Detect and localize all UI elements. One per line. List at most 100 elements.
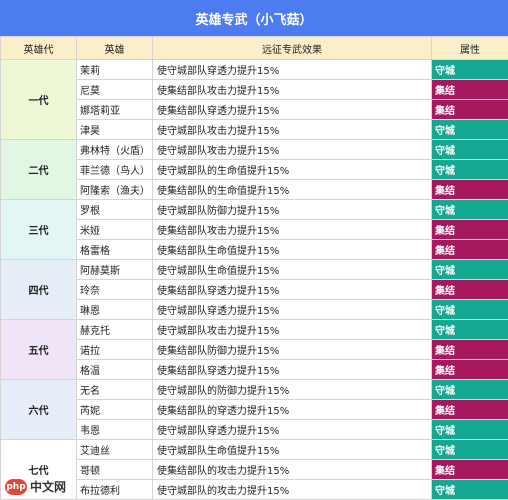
generation-cell: 六代 [0,379,77,440]
table-row: 格温 使集结部队穿透力提升15% 集结 [1,359,508,380]
attribute-cell: 守城 [431,139,508,160]
generation-cell: 五代 [0,319,77,380]
attribute-cell: 集结 [431,179,508,200]
attribute-cell: 守城 [431,439,508,460]
hero-name-cell: 米娅 [76,219,153,240]
effect-cell: 使集结部队的攻击力提升15% [152,459,432,480]
effect-cell: 使集结部队穿透力提升15% [152,359,432,380]
table-row: 格雷格 使集结部队生命值提升15% 集结 [1,239,508,260]
effect-cell: 使集结部队生命值提升15% [152,239,432,260]
effect-cell: 使守城部队穿透力提升15% [152,299,432,320]
table-row: 米娅 使集结部队攻击力提升15% 集结 [1,219,508,240]
table-body: 一代 茉莉 使守城部队穿透力提升15% 守城 尼莫 使集结部队攻击力提升15% 集结 娜塔莉亚… [0,59,508,500]
attribute-cell: 守城 [431,59,508,80]
hero-name-cell: 赫克托 [76,319,153,340]
attribute-cell: 集结 [431,339,508,360]
effect-cell: 使集结部队穿透力提升15% [152,99,432,120]
table-row: 菲兰德（鸟人） 使守城部队的生命值提升15% 守城 [1,159,508,180]
hero-name-cell: 布拉德利 [76,479,153,500]
effect-cell: 使守城部队的生命值提升15% [152,159,432,180]
hero-name-cell: 芮妮 [76,399,153,420]
table-row: 津昊 使守城部队攻击力提升15% 守城 [1,119,508,140]
effect-cell: 使集结部队攻击力提升15% [152,79,432,100]
generation-cell: 一代 [0,59,77,140]
attribute-cell: 守城 [431,479,508,500]
table-row: 三代 罗根 使守城部队防御力提升15% 守城 [0,199,508,260]
attribute-cell: 守城 [431,159,508,180]
effect-cell: 使守城部队的攻击力提升15% [152,479,432,500]
hero-name-cell: 弗林特（火盾） [76,139,153,160]
table-row: 哥顿 使集结部队的攻击力提升15% 集结 [1,459,508,480]
table-row: 尼莫 使集结部队攻击力提升15% 集结 [1,79,508,100]
table-row: 一代 茉莉 使守城部队穿透力提升15% 守城 [0,59,508,140]
attribute-cell: 集结 [431,239,508,260]
hero-name-cell: 尼莫 [76,79,153,100]
hero-name-cell: 阿赫莫斯 [76,259,153,280]
table-row: 琳恩 使守城部队穿透力提升15% 守城 [1,299,508,320]
hero-weapon-table: 英雄代 英雄 远征专武效果 属性 一代 茉莉 使守城部队穿透力提升15% 守城 尼莫 使集… [0,36,508,500]
hero-name-cell: 罗根 [76,199,153,220]
hero-name-cell: 津昊 [76,119,153,140]
effect-cell: 使守城部队生命值提升15% [152,259,432,280]
hero-name-cell: 诺拉 [76,339,153,360]
hero-name-cell: 琳恩 [76,299,153,320]
table-row: 娜塔莉亚 使集结部队穿透力提升15% 集结 [1,99,508,120]
effect-cell: 使守城部队穿透力提升15% [152,419,432,440]
php-logo-icon: php [5,478,27,495]
effect-cell: 使集结部队穿透力提升15% [152,279,432,300]
effect-cell: 使守城部队攻击力提升15% [152,139,432,160]
hero-name-cell: 艾迪丝 [76,439,153,460]
effect-cell: 使集结部队攻击力提升15% [152,219,432,240]
table-row: 芮妮 使集结部队的穿透力提升15% 集结 [1,399,508,420]
effect-cell: 使守城部队的防御力提升15% [152,379,432,400]
attribute-cell: 集结 [431,79,508,100]
header-hero: 英雄 [76,36,153,60]
attribute-cell: 守城 [431,119,508,140]
attribute-cell: 守城 [431,199,508,220]
attribute-cell: 集结 [431,359,508,380]
table-row: 五代 赫克托 使守城部队攻击力提升15% 守城 [0,319,508,380]
effect-cell: 使守城部队攻击力提升15% [152,119,432,140]
header-generation: 英雄代 [0,36,77,60]
table-row: 韦恩 使守城部队穿透力提升15% 守城 [1,419,508,440]
effect-cell: 使集结部队的生命值提升15% [152,179,432,200]
attribute-cell: 守城 [431,319,508,340]
attribute-cell: 守城 [431,379,508,400]
hero-name-cell: 格温 [76,359,153,380]
table-row: 布拉德利 使守城部队的攻击力提升15% 守城 [1,479,508,500]
hero-name-cell: 阿隆索（渔夫） [76,179,153,200]
effect-cell: 使集结部队的穿透力提升15% [152,399,432,420]
attribute-cell: 集结 [431,99,508,120]
page-title: 英雄专武（小飞菇） [0,0,508,36]
table-row: 四代 阿赫莫斯 使守城部队生命值提升15% 守城 [0,259,508,320]
table-row: 七代 艾迪丝 使守城部队生命值提升15% 守城 [0,439,508,500]
hero-name-cell: 无名 [76,379,153,400]
header-effect: 远征专武效果 [152,36,432,60]
table-header-row: 英雄代 英雄 远征专武效果 属性 [0,36,508,60]
attribute-cell: 集结 [431,279,508,300]
attribute-cell: 守城 [431,299,508,320]
attribute-cell: 守城 [431,419,508,440]
table-row: 二代 弗林特（火盾） 使守城部队攻击力提升15% 守城 [0,139,508,200]
hero-name-cell: 玲奈 [76,279,153,300]
table-row: 玲奈 使集结部队穿透力提升15% 集结 [1,279,508,300]
table-row: 阿隆索（渔夫） 使集结部队的生命值提升15% 集结 [1,179,508,200]
hero-name-cell: 茉莉 [76,59,153,80]
generation-cell: 二代 [0,139,77,200]
attribute-cell: 守城 [431,259,508,280]
attribute-cell: 集结 [431,219,508,240]
watermark-text: 中文网 [30,480,67,494]
hero-name-cell: 菲兰德（鸟人） [76,159,153,180]
table-row: 诺拉 使集结部队防御力提升15% 集结 [1,339,508,360]
hero-name-cell: 哥顿 [76,459,153,480]
attribute-cell: 集结 [431,399,508,420]
table-row: 六代 无名 使守城部队的防御力提升15% 守城 [0,379,508,440]
effect-cell: 使守城部队攻击力提升15% [152,319,432,340]
hero-name-cell: 格雷格 [76,239,153,260]
watermark: php 中文网 [2,476,70,497]
hero-name-cell: 娜塔莉亚 [76,99,153,120]
hero-name-cell: 韦恩 [76,419,153,440]
effect-cell: 使集结部队防御力提升15% [152,339,432,360]
effect-cell: 使守城部队穿透力提升15% [152,59,432,80]
effect-cell: 使守城部队生命值提升15% [152,439,432,460]
